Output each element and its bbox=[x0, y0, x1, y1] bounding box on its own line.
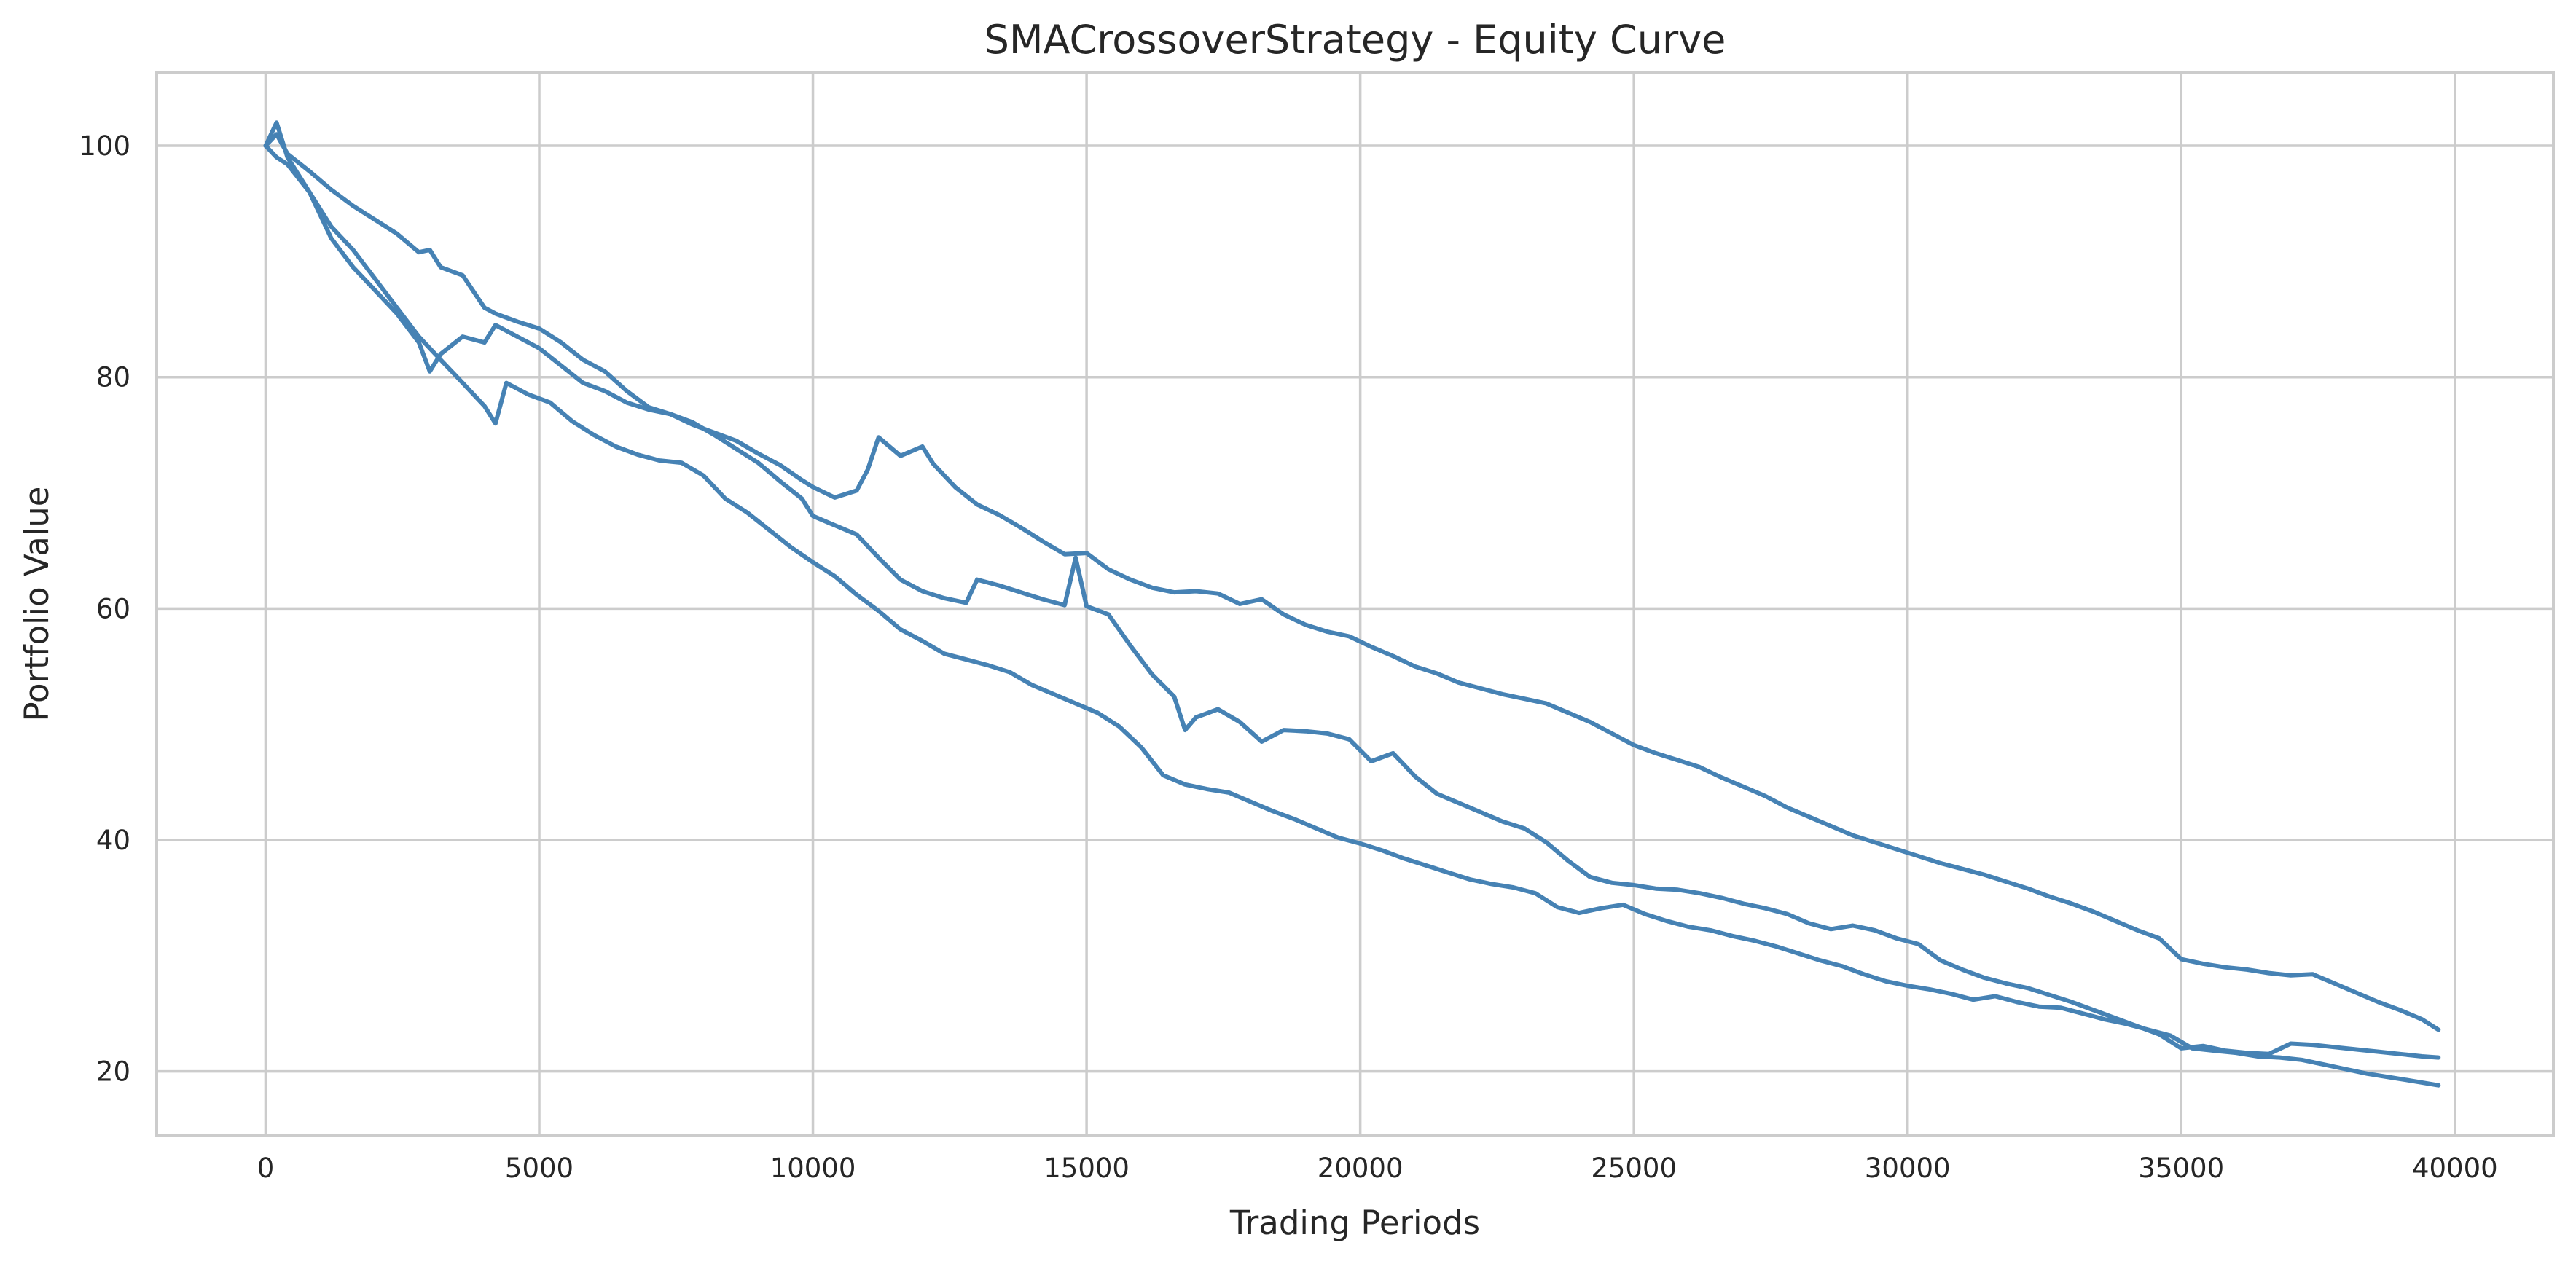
series-layer bbox=[263, 120, 2441, 1088]
y-tick-labels: 20 40 60 80 100 bbox=[79, 130, 130, 1088]
x-tick-label: 10000 bbox=[770, 1153, 856, 1184]
x-tick-label: 25000 bbox=[1591, 1153, 1677, 1184]
equity-curve-line-3 bbox=[263, 144, 2441, 1088]
x-tick-label: 40000 bbox=[2412, 1153, 2498, 1184]
x-grid bbox=[264, 73, 2456, 1135]
x-tick-label: 15000 bbox=[1044, 1153, 1130, 1184]
y-tick-label: 40 bbox=[96, 825, 130, 856]
x-tick-label: 30000 bbox=[1865, 1153, 1951, 1184]
x-tick-labels: 0 5000 10000 15000 20000 25000 30000 35000 40000 bbox=[257, 1153, 2498, 1184]
equity-curve-line-2 bbox=[263, 120, 2441, 1060]
plot-area-frame bbox=[155, 71, 2555, 1137]
y-tick-label: 80 bbox=[96, 362, 130, 393]
y-tick-label: 60 bbox=[96, 593, 130, 624]
x-tick-label: 5000 bbox=[505, 1153, 573, 1184]
x-tick-label: 20000 bbox=[1318, 1153, 1404, 1184]
y-grid bbox=[157, 144, 2553, 1073]
x-tick-label: 0 bbox=[257, 1153, 275, 1184]
equity-curve-line-1 bbox=[263, 132, 2441, 1032]
x-axis-label: Trading Periods bbox=[1229, 1204, 1480, 1242]
x-tick-label: 35000 bbox=[2138, 1153, 2224, 1184]
y-tick-label: 20 bbox=[96, 1056, 130, 1088]
chart-title: SMACrossoverStrategy - Equity Curve bbox=[984, 17, 1726, 63]
y-axis-label: Portfolio Value bbox=[17, 487, 56, 722]
y-tick-label: 100 bbox=[79, 130, 130, 162]
